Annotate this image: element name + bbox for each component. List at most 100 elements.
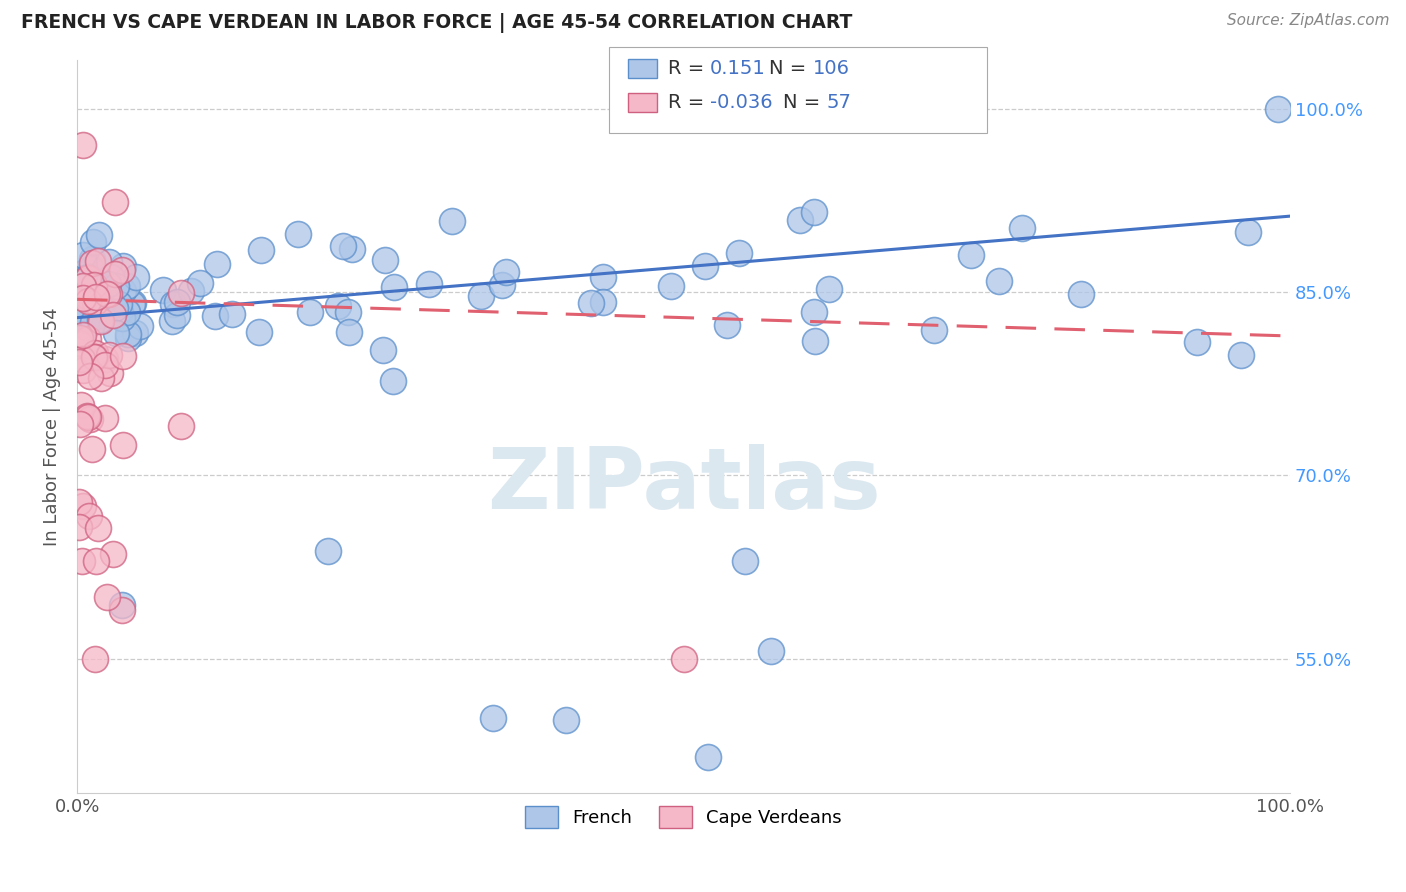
Point — [72, 248, 94, 262]
Point — [104, 267, 127, 281]
Point — [659, 279, 682, 293]
Point — [72, 138, 94, 153]
Y-axis label: In Labor Force | Age 45-54: In Labor Force | Age 45-54 — [44, 307, 60, 546]
Point — [67, 495, 90, 509]
Point — [84, 290, 107, 304]
Point — [759, 644, 782, 658]
Point — [382, 280, 405, 294]
Point — [287, 227, 309, 241]
Point — [69, 397, 91, 411]
Point — [94, 351, 117, 366]
Point — [152, 283, 174, 297]
Point — [79, 282, 101, 296]
Point — [111, 599, 134, 613]
Point — [1070, 287, 1092, 301]
Point — [75, 264, 97, 278]
Point — [104, 279, 127, 293]
Point — [115, 305, 138, 319]
Point — [72, 351, 94, 366]
Text: N =: N = — [769, 59, 813, 78]
Point — [94, 411, 117, 425]
Point — [90, 371, 112, 385]
Point — [299, 305, 322, 319]
Point — [83, 294, 105, 309]
Point — [592, 294, 614, 309]
Point — [82, 235, 104, 249]
Point — [73, 271, 96, 285]
Text: Source: ZipAtlas.com: Source: ZipAtlas.com — [1226, 13, 1389, 29]
Point — [94, 358, 117, 372]
Point — [82, 252, 104, 266]
Point — [987, 274, 1010, 288]
Point — [72, 363, 94, 377]
Point — [318, 543, 340, 558]
Point — [98, 366, 121, 380]
Point — [166, 295, 188, 310]
Point — [83, 350, 105, 364]
Point — [77, 509, 100, 524]
Point — [84, 350, 107, 364]
Text: FRENCH VS CAPE VERDEAN IN LABOR FORCE | AGE 45-54 CORRELATION CHART: FRENCH VS CAPE VERDEAN IN LABOR FORCE | … — [21, 13, 852, 33]
Point — [374, 252, 396, 267]
Point — [817, 281, 839, 295]
Point — [332, 239, 354, 253]
Point — [470, 289, 492, 303]
Point — [104, 194, 127, 209]
Point — [337, 305, 360, 319]
Point — [101, 307, 124, 321]
Point — [112, 438, 135, 452]
Point — [84, 553, 107, 567]
Point — [555, 713, 578, 727]
Point — [342, 242, 364, 256]
Point — [924, 323, 946, 337]
Point — [716, 318, 738, 333]
Point — [170, 418, 193, 433]
Point — [83, 277, 105, 292]
Point — [86, 310, 108, 324]
Point — [90, 282, 112, 296]
Point — [693, 260, 716, 274]
Point — [84, 277, 107, 291]
Point — [70, 287, 93, 301]
Point — [97, 254, 120, 268]
Point — [96, 287, 118, 301]
Point — [803, 305, 825, 319]
Point — [72, 327, 94, 342]
Point — [804, 334, 827, 349]
Point — [111, 285, 134, 299]
Point — [82, 283, 104, 297]
Text: ZIPatlas: ZIPatlas — [486, 443, 880, 526]
Point — [112, 349, 135, 363]
Point — [337, 325, 360, 339]
Point — [108, 305, 131, 319]
Point — [166, 308, 188, 322]
Point — [111, 310, 134, 325]
Point — [108, 296, 131, 310]
Point — [86, 254, 108, 268]
Point — [77, 270, 100, 285]
Point — [117, 331, 139, 345]
Point — [75, 320, 97, 334]
Point — [1267, 102, 1289, 116]
Point — [72, 499, 94, 513]
Point — [491, 277, 513, 292]
Point — [440, 214, 463, 228]
Point — [98, 287, 121, 301]
Text: 57: 57 — [827, 93, 852, 112]
Point — [205, 257, 228, 271]
Point — [72, 554, 94, 568]
Point — [121, 297, 143, 311]
Point — [69, 308, 91, 322]
Point — [1185, 335, 1208, 350]
Text: 0.151: 0.151 — [710, 59, 766, 78]
Point — [371, 343, 394, 357]
Point — [1237, 225, 1260, 239]
Point — [79, 412, 101, 426]
Point — [83, 346, 105, 360]
Point — [124, 326, 146, 340]
Point — [77, 270, 100, 285]
Point — [86, 285, 108, 300]
Point — [125, 270, 148, 285]
Point — [104, 326, 127, 340]
Point — [82, 315, 104, 329]
